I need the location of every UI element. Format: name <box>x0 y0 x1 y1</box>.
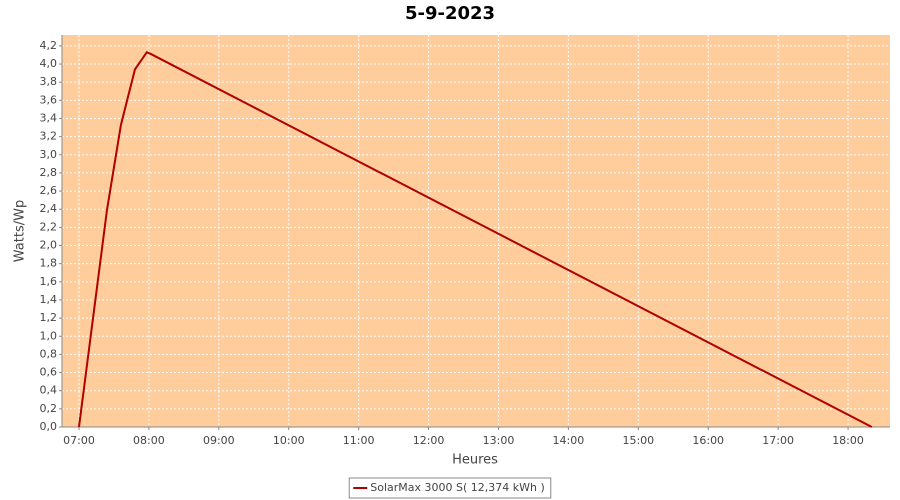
x-tick-label: 17:00 <box>762 434 794 447</box>
x-axis-label: Heures <box>452 453 498 468</box>
data-line <box>77 50 873 428</box>
y-tick-label: 3,4 <box>40 111 58 124</box>
x-tick-label: 09:00 <box>203 434 235 447</box>
x-tick-label: 18:00 <box>832 434 864 447</box>
x-tick-label: 08:00 <box>133 434 165 447</box>
x-tick-label: 10:00 <box>273 434 305 447</box>
y-tick-label: 2,4 <box>40 202 58 215</box>
y-tick-label: 3,0 <box>40 148 58 161</box>
y-tick-label: 2,2 <box>40 220 58 233</box>
y-tick-label: 0,2 <box>40 402 58 415</box>
y-tick-label: 2,8 <box>40 166 58 179</box>
plot-area <box>62 35 890 427</box>
y-tick-label: 2,6 <box>40 184 58 197</box>
y-tick-label: 0,0 <box>40 420 58 433</box>
x-tick-label: 12:00 <box>413 434 445 447</box>
legend: SolarMax 3000 S( 12,374 kWh ) <box>348 477 552 499</box>
y-tick-label: 4,0 <box>40 57 58 70</box>
y-axis-label: Watts/Wp <box>13 200 28 262</box>
x-tick-label: 14:00 <box>553 434 585 447</box>
legend-label: SolarMax 3000 S( 12,374 kWh ) <box>370 481 545 494</box>
y-tick-label: 1,4 <box>40 293 58 306</box>
x-tick-label: 13:00 <box>483 434 515 447</box>
x-tick-label: 15:00 <box>622 434 654 447</box>
x-tick-label: 16:00 <box>692 434 724 447</box>
x-tick-label: 07:00 <box>63 434 95 447</box>
x-tick-label: 11:00 <box>343 434 375 447</box>
y-tick-label: 3,6 <box>40 93 58 106</box>
y-tick-label: 4,2 <box>40 39 58 52</box>
y-tick-label: 1,0 <box>40 329 58 342</box>
y-tick-label: 1,8 <box>40 257 58 270</box>
y-tick-label: 2,0 <box>40 239 58 252</box>
y-tick-label: 0,4 <box>40 384 58 397</box>
y-tick-label: 1,2 <box>40 311 58 324</box>
y-tick-label: 0,6 <box>40 366 58 379</box>
y-tick-label: 1,6 <box>40 275 58 288</box>
legend-box <box>348 477 552 499</box>
y-tick-label: 3,2 <box>40 130 58 143</box>
y-tick-label: 3,8 <box>40 75 58 88</box>
chart-title: 5-9-2023 <box>405 3 495 24</box>
y-tick-label: 0,8 <box>40 347 58 360</box>
